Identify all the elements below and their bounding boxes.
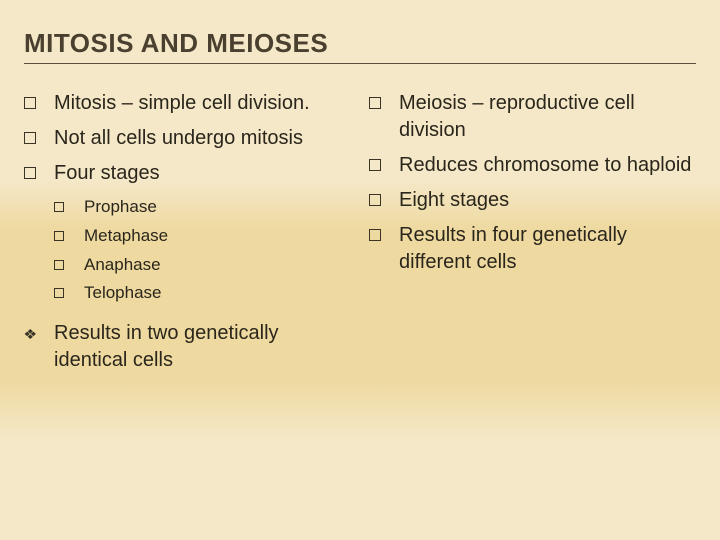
list-item-text: Mitosis – simple cell division. [54, 90, 310, 117]
square-bullet-icon [54, 195, 78, 219]
diamond-item-text: Results in two genetically identical cel… [54, 320, 351, 374]
sub-list-item-text: Anaphase [84, 253, 161, 277]
sub-list-item: Telophase [54, 281, 351, 305]
list-item-text: Not all cells undergo mitosis [54, 125, 303, 152]
square-bullet-icon [369, 187, 393, 214]
sub-list-item: Metaphase [54, 224, 351, 248]
right-column: Meiosis – reproductive cell division Red… [369, 90, 696, 382]
square-bullet-icon [369, 152, 393, 179]
list-item: Eight stages [369, 187, 696, 214]
list-item: Meiosis – reproductive cell division [369, 90, 696, 144]
square-bullet-icon [24, 90, 48, 117]
sub-list-item: Prophase [54, 195, 351, 219]
list-item: Not all cells undergo mitosis [24, 125, 351, 152]
list-item-text: Reduces chromosome to haploid [399, 152, 691, 179]
sub-list-item: Anaphase [54, 253, 351, 277]
square-bullet-icon [54, 224, 78, 248]
sub-list-item-text: Metaphase [84, 224, 168, 248]
content-columns: Mitosis – simple cell division. Not all … [24, 90, 696, 382]
list-item-text: Eight stages [399, 187, 509, 214]
diamond-list-item: ❖ Results in two genetically identical c… [24, 320, 351, 374]
list-item-text: Four stages [54, 160, 160, 187]
list-item-text: Results in four genetically different ce… [399, 222, 696, 276]
square-bullet-icon [54, 253, 78, 277]
square-bullet-icon [369, 90, 393, 117]
list-item: Results in four genetically different ce… [369, 222, 696, 276]
list-item: Reduces chromosome to haploid [369, 152, 696, 179]
page-title: MITOSIS AND MEIOSES [24, 28, 696, 64]
list-item: Four stages [24, 160, 351, 187]
square-bullet-icon [369, 222, 393, 249]
sub-list-item-text: Prophase [84, 195, 157, 219]
list-item: Mitosis – simple cell division. [24, 90, 351, 117]
square-bullet-icon [24, 125, 48, 152]
diamond-bullet-icon: ❖ [24, 320, 48, 347]
square-bullet-icon [54, 281, 78, 305]
left-column: Mitosis – simple cell division. Not all … [24, 90, 351, 382]
list-item-text: Meiosis – reproductive cell division [399, 90, 696, 144]
slide: MITOSIS AND MEIOSES Mitosis – simple cel… [0, 0, 720, 540]
sub-list-item-text: Telophase [84, 281, 162, 305]
square-bullet-icon [24, 160, 48, 187]
